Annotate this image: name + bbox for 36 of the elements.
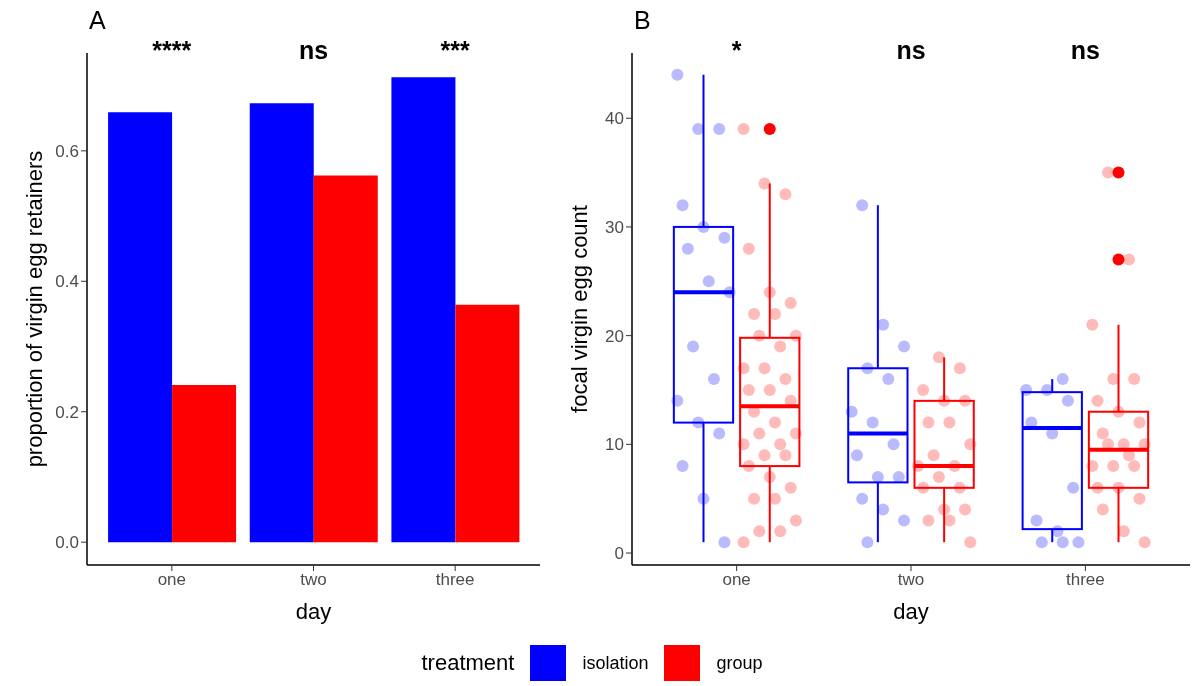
bar: [172, 384, 237, 543]
bar: [313, 175, 378, 543]
bar: [391, 77, 456, 543]
y-tick-label: 0: [614, 544, 624, 564]
x-axis-title: day: [295, 599, 332, 624]
y-tick-label: 20: [605, 326, 624, 346]
y-axis-title: proportion of virgin egg retainers: [22, 150, 47, 468]
annotation: ns: [896, 36, 926, 64]
y-axis-title: focal virgin egg count: [567, 205, 592, 413]
y-tick-label: 0.0: [55, 533, 79, 553]
annotation: *: [731, 36, 742, 64]
legend-label: isolation: [582, 652, 649, 674]
annotation: ns: [298, 36, 329, 64]
annotation: ***: [440, 36, 470, 64]
x-tick-label: three: [1066, 570, 1105, 590]
bar: [455, 304, 520, 543]
y-tick-label: 30: [605, 217, 624, 237]
y-tick-label: 0.6: [55, 141, 79, 161]
bar: [108, 112, 173, 543]
x-axis-title: day: [893, 599, 929, 624]
chart-title: A: [89, 6, 106, 34]
legend-label: group: [716, 652, 763, 674]
y-tick-label: 10: [605, 435, 624, 455]
x-tick-label: one: [157, 570, 187, 590]
x-tick-label: three: [435, 570, 475, 590]
bar: [249, 103, 314, 543]
y-tick-label: 0.4: [55, 272, 79, 292]
x-tick-label: two: [300, 570, 327, 590]
legend-title: treatment: [421, 650, 515, 676]
annotation: ns: [1070, 36, 1100, 64]
y-tick-label: 0.2: [55, 402, 79, 422]
y-tick-label: 40: [605, 109, 624, 129]
x-tick-label: two: [897, 570, 925, 590]
x-tick-label: one: [722, 570, 751, 590]
annotation: ****: [152, 36, 192, 64]
chart-title: B: [634, 6, 651, 34]
